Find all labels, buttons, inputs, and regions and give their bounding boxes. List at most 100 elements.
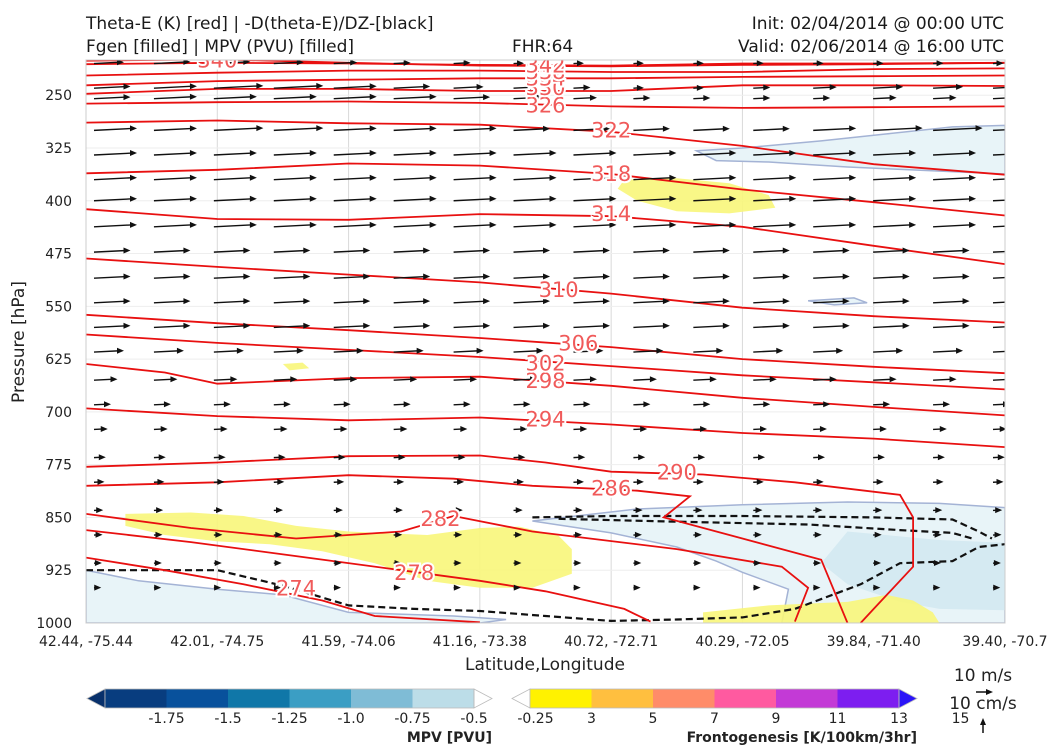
wind-vector (693, 454, 706, 461)
y-tick-label: 775 (45, 458, 72, 474)
colorbar-end-7 (473, 688, 493, 709)
wind-vector (992, 350, 1005, 353)
wind-vector (513, 376, 538, 383)
wind-vector (633, 559, 642, 566)
wind-vector (693, 221, 737, 228)
wind-vector (753, 376, 777, 383)
theta-e-label-310: 310 (539, 278, 579, 302)
wind-vector (453, 174, 497, 181)
wind-vector (573, 478, 584, 485)
wind-vector (453, 559, 462, 566)
wind-vector (753, 531, 762, 538)
wind-vector (693, 273, 730, 280)
wind-vector (93, 376, 118, 383)
wind-vector (873, 83, 904, 90)
wind-vector (453, 478, 465, 485)
mpv-region-strong (821, 531, 1005, 611)
wind-vector (633, 125, 670, 132)
wind-vector (573, 273, 610, 280)
wind-vector (333, 584, 341, 591)
wind-vector (153, 221, 197, 228)
wind-vector (813, 150, 857, 157)
wind-vector (333, 195, 377, 202)
wind-vector (992, 178, 1005, 181)
wind-vector (393, 150, 437, 157)
wind-vector (573, 221, 617, 228)
wind-vector (573, 94, 597, 101)
theta-e-contour-290 (86, 454, 914, 623)
wind-vector (153, 322, 191, 329)
valid-time: Valid: 02/06/2014 @ 16:00 UTC (738, 37, 1004, 57)
wind-vector (213, 60, 251, 65)
wind-vector (453, 298, 491, 305)
wind-vector (453, 273, 491, 280)
wind-vector (513, 247, 551, 254)
wind-vector (753, 507, 763, 514)
wind-vector (873, 60, 884, 67)
title-line-2: Fgen [filled] | MPV (PVU) [filled] (86, 37, 355, 57)
colorbar-segment-2 (591, 689, 654, 708)
wind-key-vertical-label: 10 cm/s (949, 694, 1017, 714)
wind-vector (933, 60, 944, 67)
x-tick-label: 40.29, -72.05 (695, 634, 789, 650)
colorbar-segment-2 (166, 689, 229, 708)
wind-vector (693, 478, 704, 485)
wind-vector (992, 454, 1005, 461)
wind-vector (573, 454, 586, 461)
y-tick-label: 925 (45, 563, 72, 579)
theta-e-contour-330 (86, 84, 1005, 95)
colorbar-tick-label: 7 (710, 711, 719, 727)
wind-vector (213, 247, 251, 254)
wind-vector (753, 150, 797, 157)
wind-vector (333, 401, 351, 408)
colorbar-tick-label: -1.0 (337, 711, 364, 727)
wind-vector (933, 221, 977, 228)
wind-key-horizontal-label: 10 m/s (954, 666, 1012, 686)
wind-vector (513, 298, 551, 305)
wind-vector (213, 559, 222, 566)
wind-vector (93, 425, 108, 432)
fgen-region (125, 512, 572, 588)
theta-e-label-286: 286 (591, 477, 631, 501)
plot-frame (85, 59, 1006, 624)
wind-vector (753, 247, 790, 254)
wind-vector (992, 60, 1004, 67)
wind-vector (513, 401, 531, 408)
wind-vector (513, 221, 557, 228)
wind-vector (813, 322, 850, 329)
wind-vector (693, 401, 711, 408)
wind-vector (513, 531, 523, 538)
y-tick-label: 850 (45, 510, 72, 526)
wind-vector (213, 376, 238, 383)
wind-vector (633, 221, 677, 228)
y-tick-label: 475 (45, 247, 72, 263)
theta-e-contour-278 (86, 529, 651, 623)
wind-vector (273, 322, 311, 329)
wind-vector (213, 82, 264, 89)
wind-vector (992, 86, 1005, 89)
wind-vector (393, 83, 431, 90)
wind-vector (693, 322, 730, 329)
wind-vector (873, 94, 897, 101)
wind-vector (213, 425, 228, 432)
wind-vector (93, 322, 131, 329)
theta-e-contour-286 (86, 474, 849, 623)
colorbar-tick-label: 15 (952, 711, 970, 727)
wind-vector (153, 150, 197, 157)
wind-vector (273, 584, 282, 591)
theta-e-label-294: 294 (525, 408, 565, 432)
wind-vector (333, 454, 346, 461)
wind-vector (992, 153, 1005, 156)
wind-vector (213, 93, 257, 100)
wind-vector (93, 150, 137, 157)
wind-vector (573, 559, 582, 566)
wind-vector (813, 347, 844, 354)
wind-vector (393, 531, 403, 538)
wind-vector (873, 322, 910, 329)
stability-contour (558, 517, 973, 540)
wind-vector (273, 425, 288, 432)
wind-vector (633, 322, 670, 329)
wind-vector (333, 221, 377, 228)
wind-vector (513, 322, 551, 329)
wind-vector (992, 425, 1005, 432)
